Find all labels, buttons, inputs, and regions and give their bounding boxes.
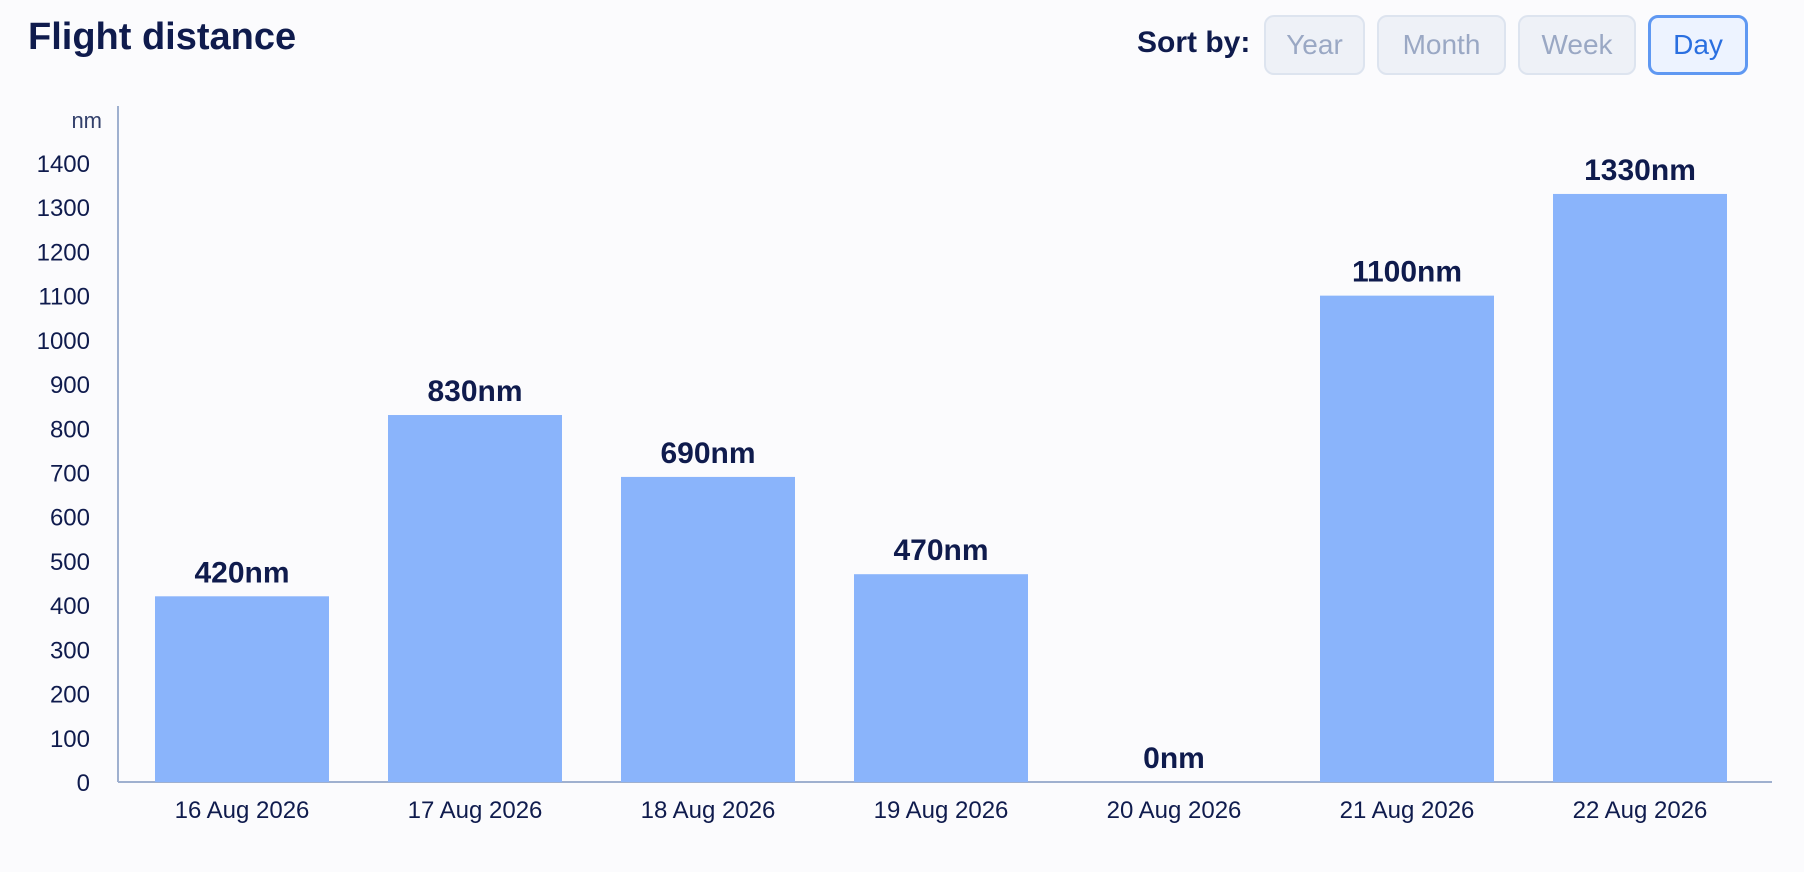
y-tick-label: 400 bbox=[50, 593, 90, 620]
y-tick-label: 700 bbox=[50, 461, 90, 488]
y-tick-label: 200 bbox=[50, 682, 90, 709]
sort-month-button[interactable]: Month bbox=[1377, 15, 1506, 75]
y-tick-label: 300 bbox=[50, 637, 90, 664]
y-tick-label: 100 bbox=[50, 726, 90, 753]
x-tick-label: 18 Aug 2026 bbox=[641, 797, 776, 824]
chart-header: Flight distance Sort by: Year Month Week… bbox=[0, 0, 1804, 100]
bar-value-label: 830nm bbox=[427, 375, 522, 408]
y-tick-label: 1300 bbox=[37, 195, 90, 222]
x-axis-tick-labels: 16 Aug 2026 17 Aug 2026 18 Aug 2026 19 Aug … bbox=[175, 797, 1708, 824]
x-tick-label: 22 Aug 2026 bbox=[1573, 797, 1708, 824]
bar-value-label: 1100nm bbox=[1352, 256, 1462, 289]
bar-value-label: 470nm bbox=[893, 534, 988, 567]
x-tick-label: 20 Aug 2026 bbox=[1107, 797, 1242, 824]
bar[interactable] bbox=[621, 476, 795, 782]
x-tick-label: 16 Aug 2026 bbox=[175, 797, 310, 824]
sort-day-button[interactable]: Day bbox=[1648, 15, 1748, 75]
chart-title: Flight distance bbox=[28, 16, 297, 58]
bar[interactable] bbox=[1553, 193, 1727, 782]
x-tick-label: 21 Aug 2026 bbox=[1340, 797, 1475, 824]
x-tick-label: 19 Aug 2026 bbox=[874, 797, 1009, 824]
bars-group bbox=[155, 193, 1727, 782]
bar-value-label: 0nm bbox=[1143, 742, 1205, 775]
y-tick-label: 1100 bbox=[38, 284, 90, 311]
y-tick-label: 1200 bbox=[37, 239, 90, 266]
y-tick-label: 0 bbox=[77, 770, 90, 797]
y-tick-label: 500 bbox=[50, 549, 90, 576]
x-tick-label: 17 Aug 2026 bbox=[408, 797, 543, 824]
bar-value-label: 420nm bbox=[194, 556, 289, 589]
sort-year-button[interactable]: Year bbox=[1264, 15, 1365, 75]
bar-value-label: 1330nm bbox=[1584, 154, 1696, 187]
y-tick-label: 1400 bbox=[37, 151, 90, 178]
bar[interactable] bbox=[854, 574, 1028, 782]
y-tick-label: 800 bbox=[50, 416, 90, 443]
y-axis-tick-labels: 0 100 200 300 400 500 600 700 800 900 1000 1100 1200… bbox=[37, 151, 90, 797]
y-tick-label: 600 bbox=[50, 505, 90, 532]
sort-by-label: Sort by: bbox=[1137, 26, 1251, 59]
sort-week-button[interactable]: Week bbox=[1518, 15, 1636, 75]
bar-value-label: 690nm bbox=[660, 437, 755, 470]
y-tick-label: 1000 bbox=[37, 328, 90, 355]
y-axis-unit-label: nm bbox=[71, 108, 102, 133]
bar[interactable] bbox=[388, 415, 562, 782]
bar[interactable] bbox=[155, 596, 329, 782]
value-labels-group: 420nm 830nm 690nm 470nm 0nm 1100nm 1330nm bbox=[194, 154, 1695, 775]
y-tick-label: 900 bbox=[50, 372, 90, 399]
bar[interactable] bbox=[1320, 295, 1494, 782]
